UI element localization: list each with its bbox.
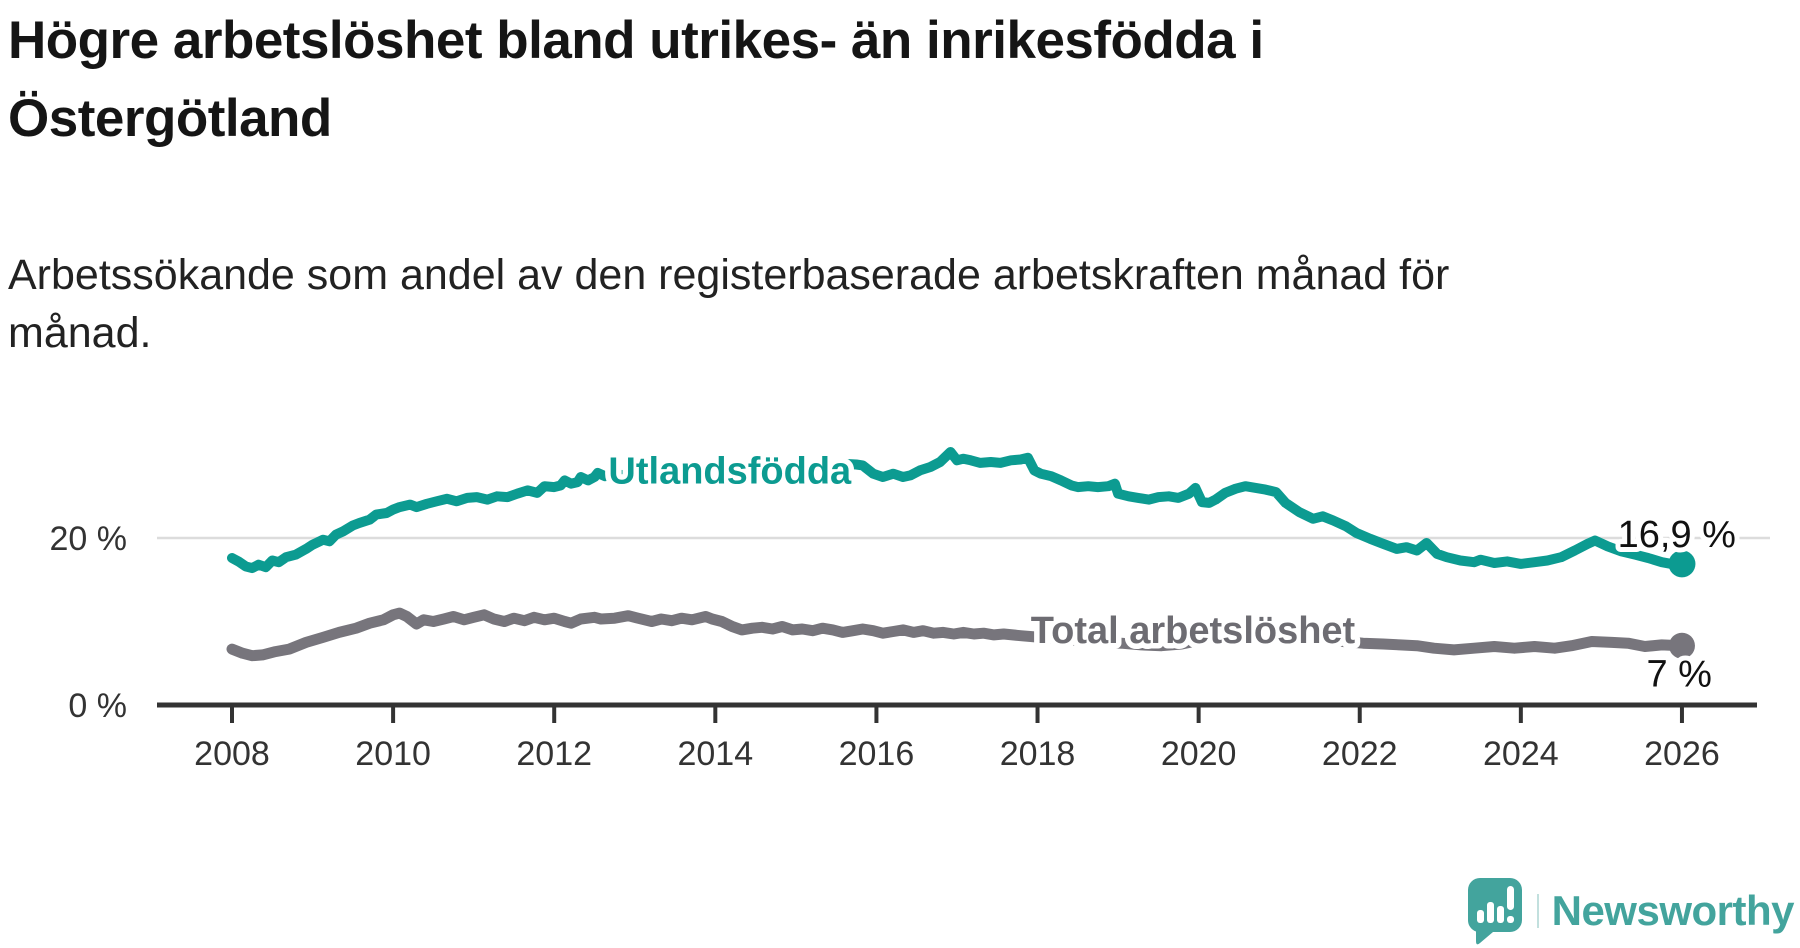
logo-bar-chart-glyph bbox=[1476, 886, 1514, 923]
x-tick-label-2022: 2022 bbox=[1322, 735, 1398, 773]
chart-title: Högre arbetslöshet bland utrikes- än inr… bbox=[8, 11, 1264, 148]
series-line-utlandsfodda bbox=[227, 447, 1687, 574]
x-tick-label-2026: 2026 bbox=[1644, 735, 1720, 773]
x-tick-label-2018: 2018 bbox=[1000, 735, 1076, 773]
x-tick-label-2024: 2024 bbox=[1483, 735, 1559, 773]
series-label-total-arbetsloshet: Total arbetslöshet bbox=[1031, 610, 1356, 652]
end-dot-utlandsfodda bbox=[1668, 550, 1696, 578]
y-tick-label-20: 20 % bbox=[50, 520, 128, 558]
logo-speech-bubble bbox=[1467, 878, 1522, 945]
chart-subtitle: Arbetssökande som andel av den registerb… bbox=[8, 251, 1450, 357]
end-dot-total-arbetsloshet bbox=[1668, 632, 1695, 659]
series-line-total-arbetsloshet bbox=[226, 607, 1688, 662]
x-tick-label-2020: 2020 bbox=[1161, 735, 1237, 773]
end-value-label-utlandsfodda: 16,9 % bbox=[1618, 514, 1736, 556]
newsworthy-logo: Newsworthy bbox=[1466, 876, 1795, 946]
x-tick-label-2016: 2016 bbox=[839, 735, 915, 773]
newsworthy-wordmark: Newsworthy bbox=[1551, 887, 1795, 934]
x-tick-label-2014: 2014 bbox=[677, 735, 753, 773]
y-tick-label-0: 0 % bbox=[68, 687, 127, 725]
x-tick-label-2012: 2012 bbox=[516, 735, 592, 773]
end-value-label-total-arbetsloshet: 7 % bbox=[1646, 654, 1711, 696]
x-tick-label-2008: 2008 bbox=[194, 735, 270, 773]
x-tick-label-2010: 2010 bbox=[355, 735, 431, 773]
logo-separator bbox=[1536, 894, 1539, 928]
newsworthy-logo-icon bbox=[1467, 878, 1522, 945]
series-label-utlandsfodda: Utlandsfödda bbox=[608, 450, 852, 492]
